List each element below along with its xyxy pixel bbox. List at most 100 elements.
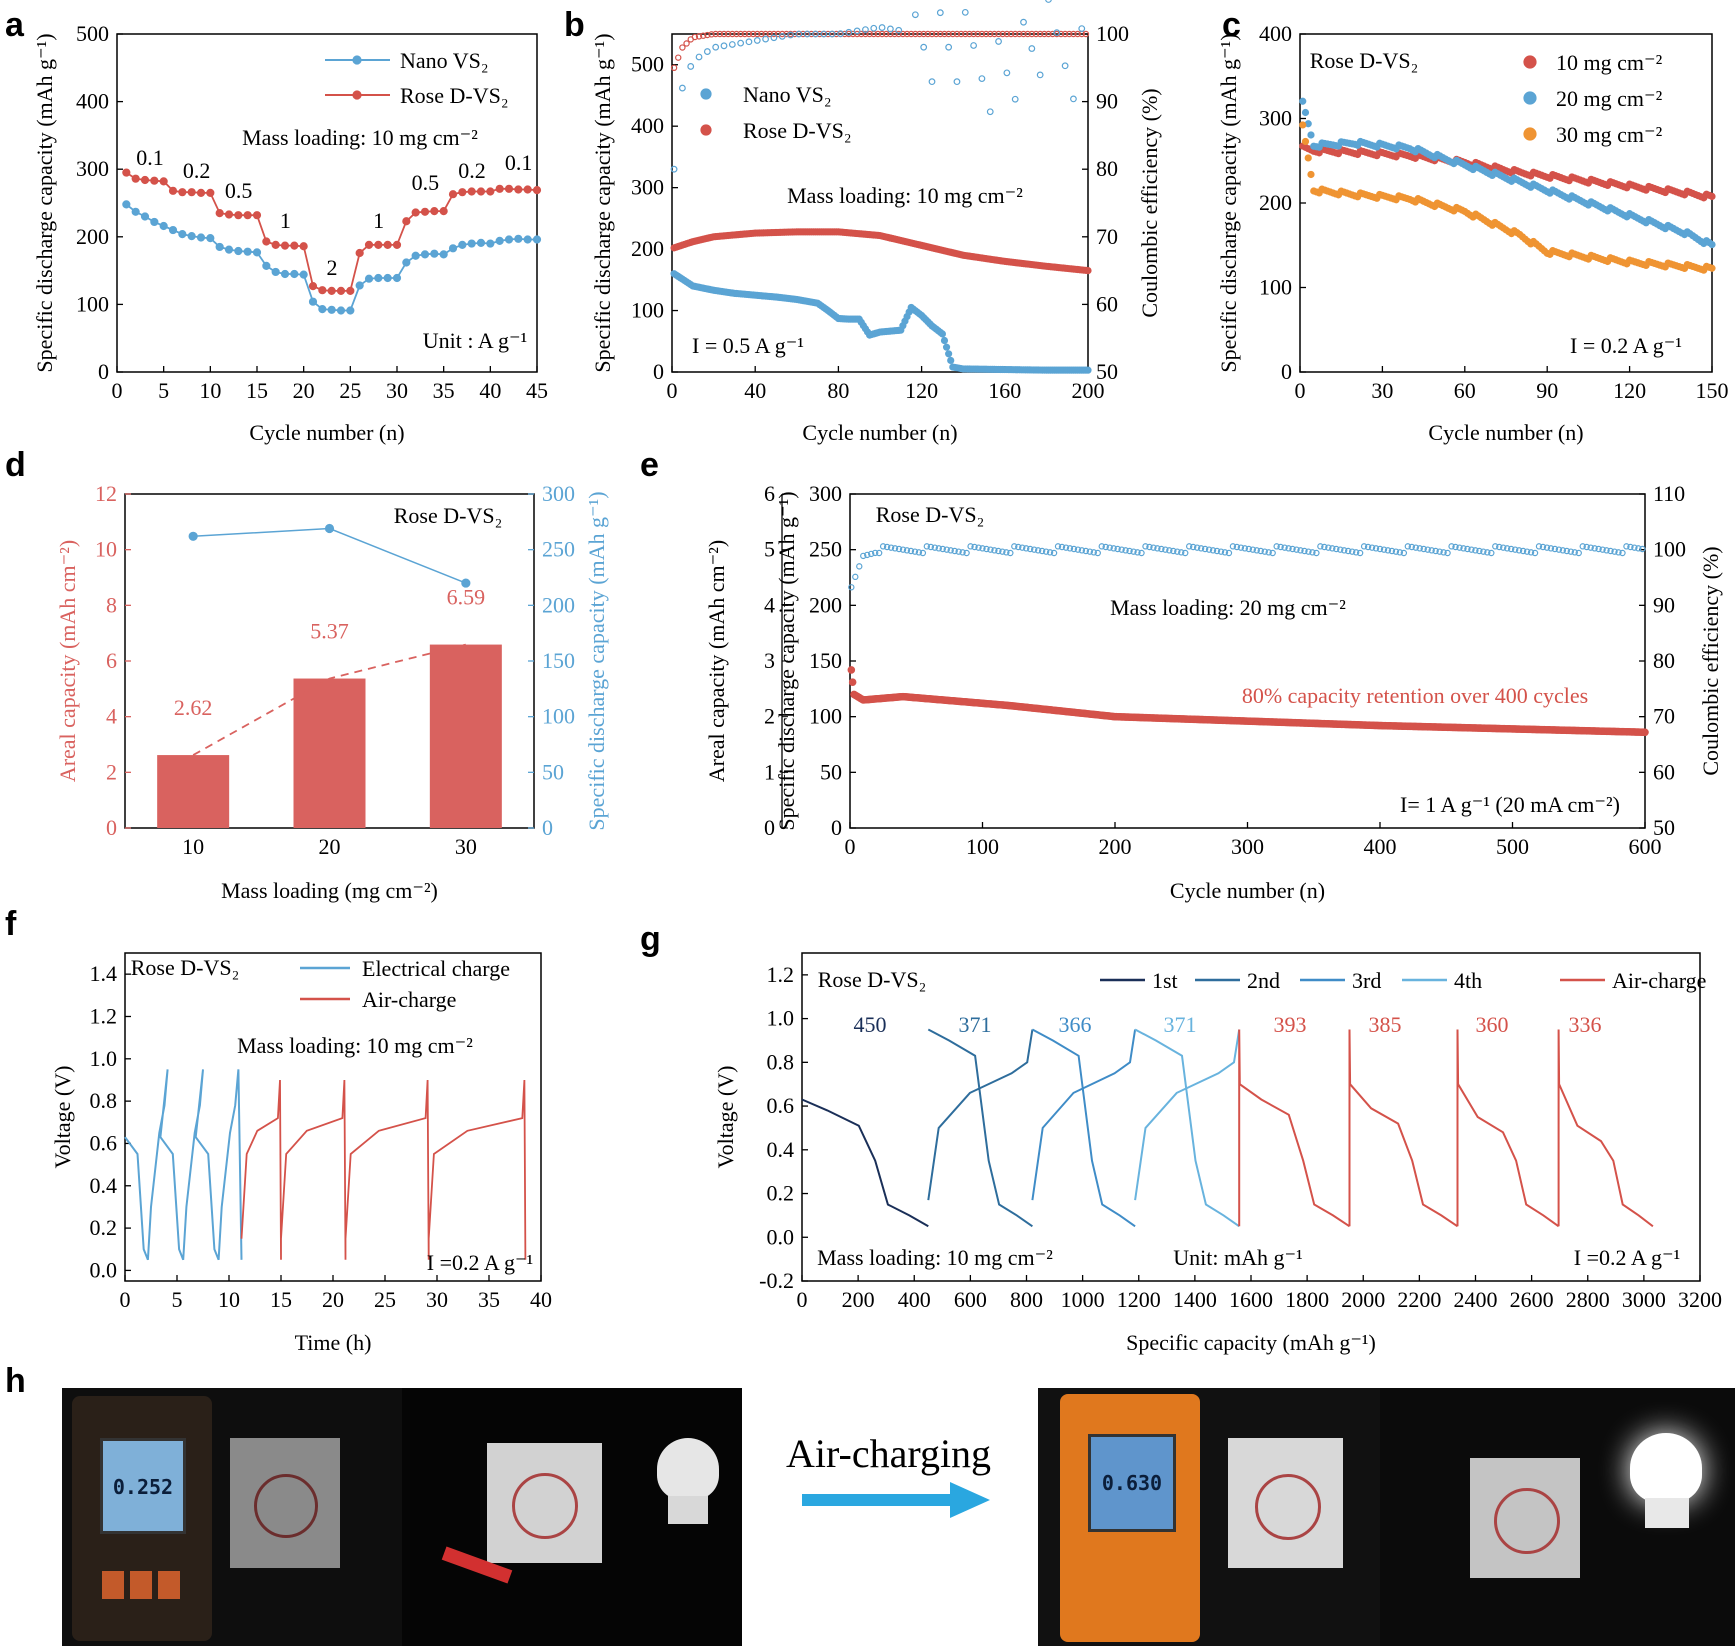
ce-point [852, 573, 859, 581]
ce-point-rose [941, 30, 948, 38]
university-seal-icon [1255, 1474, 1321, 1540]
annotation-mass-loading: Mass loading: 10 mg cm⁻² [817, 1245, 1053, 1270]
ce-point [1257, 547, 1264, 555]
data-point [308, 282, 318, 291]
x-tick-label: 40 [479, 378, 501, 403]
y-tick-label: 0.2 [90, 1215, 118, 1240]
ce-point-nano [1011, 95, 1019, 103]
x-tick-label: 10 [182, 834, 204, 859]
capacity-label: 450 [854, 1012, 887, 1037]
ce-point [1154, 545, 1161, 552]
data-point [523, 185, 532, 194]
ce-point-rose [733, 30, 740, 38]
data-point [159, 221, 168, 231]
y-tick-label: 50 [542, 759, 564, 784]
ce-point [1333, 545, 1340, 553]
ce-point [927, 543, 935, 551]
capacity-label: 371 [959, 1012, 992, 1037]
ce-point [919, 549, 927, 557]
x-tick-label: 90 [1536, 378, 1558, 403]
y-tick-label: 70 [1096, 224, 1118, 249]
ce-point [979, 545, 986, 552]
annotation-title: Rose D-VS₂ [876, 502, 985, 527]
ce-point [1436, 548, 1443, 555]
y2-axis-label: Coulombic efficiency (%) [1698, 546, 1723, 775]
ce-point-rose [891, 30, 898, 38]
ce-point-rose [874, 30, 882, 38]
annotation-mass-loading: Mass loading: 10 mg cm⁻² [787, 183, 1023, 208]
data-point [206, 188, 215, 197]
x-tick-label: 25 [374, 1287, 396, 1312]
ce-point [1571, 549, 1578, 556]
ce-point [1619, 549, 1626, 557]
data-point [411, 208, 420, 217]
capacity-point-nano [1084, 366, 1092, 374]
ce-point [1488, 549, 1495, 557]
x-tick-label: 30 [386, 378, 408, 403]
annotation-mass-loading: Mass loading: 10 mg cm⁻² [237, 1033, 473, 1058]
multimeter-display-after: 0.630 [1088, 1434, 1176, 1532]
meter-button-v [158, 1571, 180, 1599]
series-point-2 [1299, 121, 1307, 129]
y-tick-label: 0.8 [90, 1088, 118, 1113]
ce-point [1456, 544, 1463, 551]
ce-point-rose [953, 30, 961, 38]
ce-point-nano [1053, 29, 1061, 37]
x-tick-label: 200 [842, 1287, 875, 1312]
ce-point [1209, 547, 1217, 554]
y-axis-label: Areal capacity (mAh cm⁻²) [55, 540, 80, 782]
ce-point [1313, 549, 1320, 557]
y-tick-label: 0.6 [90, 1130, 118, 1155]
ce-point [1348, 548, 1356, 555]
x-axis-label: Cycle number (n) [1170, 878, 1325, 903]
data-point [346, 306, 355, 315]
ce-point [1114, 545, 1121, 553]
ce-point [1178, 549, 1185, 556]
ce-point-rose [816, 30, 823, 38]
data-point [224, 210, 234, 219]
ce-point [1193, 544, 1201, 551]
x-tick-label: 2200 [1397, 1287, 1441, 1312]
ce-point [1507, 545, 1515, 553]
ce-point-nano [770, 34, 778, 42]
pouch-cell-before [230, 1438, 340, 1568]
ce-point [1078, 547, 1086, 554]
ce-point [1030, 546, 1038, 553]
y-tick-label: 100 [542, 704, 575, 729]
capacity-point [847, 666, 856, 674]
data-point [234, 246, 243, 256]
x-tick-label: 25 [339, 378, 361, 403]
data-point [383, 240, 392, 250]
ce-point-rose [779, 30, 786, 38]
ce-point-nano [670, 165, 678, 173]
data-point [187, 232, 196, 241]
data-point [271, 267, 280, 277]
ce-point-rose [966, 30, 973, 38]
data-point [252, 248, 262, 257]
data-point [234, 211, 243, 220]
legend-label: Air-charge [1612, 968, 1706, 993]
data-point [523, 235, 532, 244]
data-point [168, 186, 178, 195]
ce-point-nano [978, 75, 986, 83]
x-axis-label: Specific capacity (mAh g⁻¹) [1126, 1330, 1376, 1355]
annotation-unit: Unit: mAh g⁻¹ [1173, 1245, 1302, 1270]
series-point-1 [1708, 240, 1716, 249]
ce-point-nano [845, 28, 853, 36]
ce-point [1237, 544, 1245, 551]
pouch-cell-wired-after [1470, 1458, 1580, 1578]
ce-point [963, 549, 970, 557]
x-tick-label: 10 [199, 378, 221, 403]
ce-point [1285, 545, 1292, 552]
data-point [336, 286, 346, 295]
ce-point-rose [974, 30, 981, 38]
y-tick-label: 0.4 [90, 1173, 118, 1198]
x-tick-label: 200 [1072, 378, 1105, 403]
ce-point [1225, 549, 1233, 557]
ce-point [1066, 545, 1074, 552]
ce-point [1130, 548, 1137, 555]
ce-point-rose [853, 30, 861, 38]
air-charging-arrow [802, 1482, 990, 1518]
data-point [140, 175, 150, 185]
ce-point-rose [679, 44, 686, 51]
